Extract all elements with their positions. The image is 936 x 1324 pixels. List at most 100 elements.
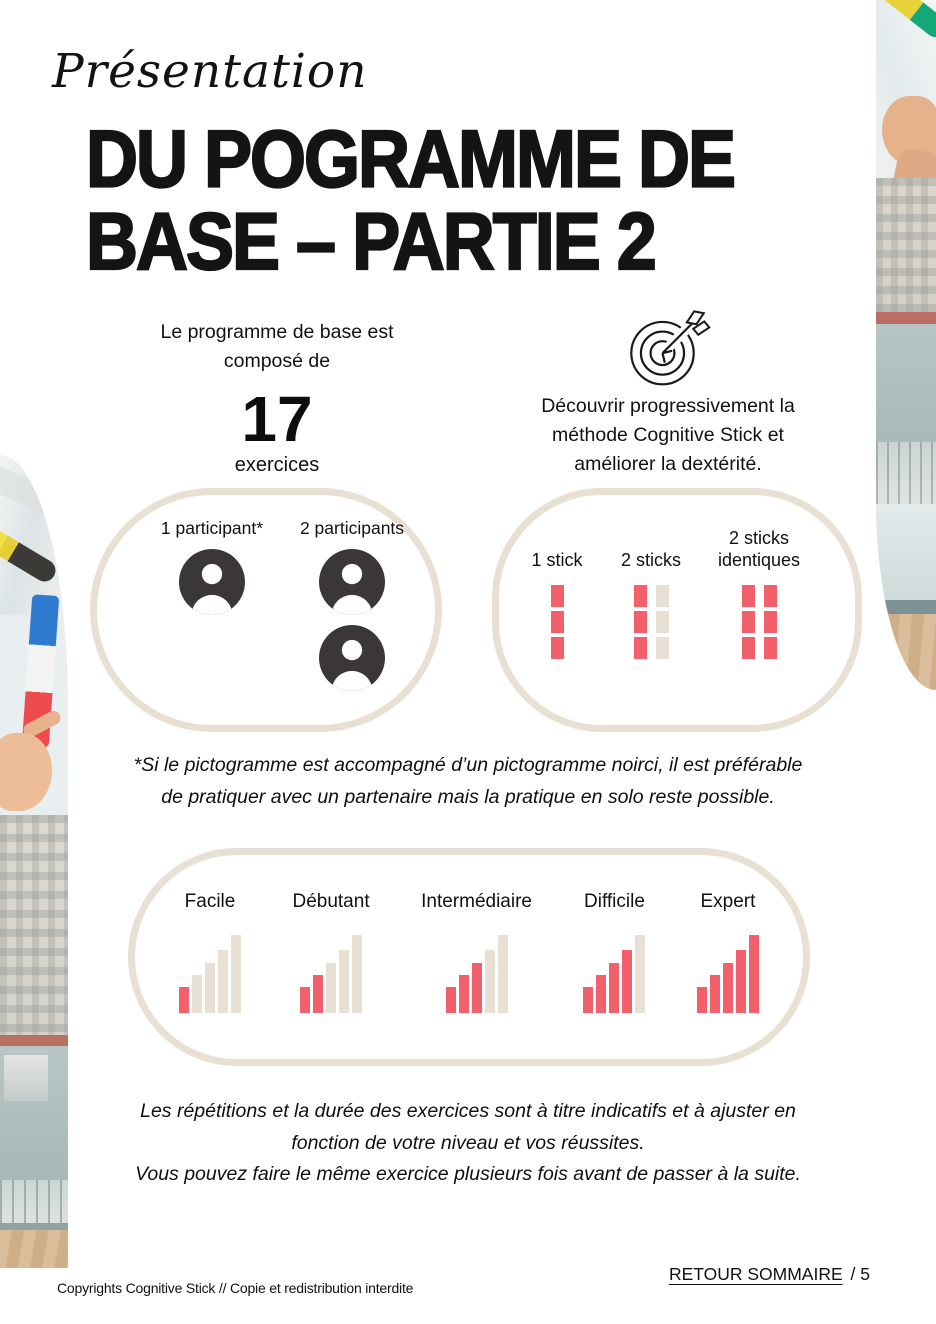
stick-segment [655,585,669,607]
difficulty-bars [445,935,508,1013]
difficulty-level-label: Intermédiaire [421,891,532,912]
photo-buildings [0,815,68,1035]
difficulty-bar [583,987,594,1013]
difficulty-bars [583,935,646,1013]
difficulty-bar [748,935,759,1013]
difficulty-bar [471,963,482,1013]
person-icons [277,549,427,691]
stick-option: 2 sticks [603,513,699,659]
exercise-count-intro: Le programme de base est composé de [160,321,394,372]
exercise-count-label: exercices [234,454,320,476]
stick-option: 2 sticks identiques [695,513,823,659]
difficulty-bar [696,987,707,1013]
stick-red [550,585,564,659]
difficulty-bar [445,987,456,1013]
stick-option-label: 2 sticks identiques [717,528,801,570]
footer-nav: RETOUR SOMMAIRE / 5 [669,1264,870,1285]
person-icon [179,549,245,615]
page-title: DU POGRAMME DE BASE – PARTIE 2 [85,114,737,285]
goal-block: Découvrir progressivement la méthode Cog… [494,303,842,479]
stick-option-label: 1 stick [531,550,583,570]
photo-railing [876,442,936,504]
photo-hand [0,733,52,811]
stick-segment [655,611,669,633]
exercise-count-number: 17 [241,383,313,455]
difficulty-level-label: Expert [700,891,756,912]
difficulty-level: Difficile [583,891,646,1013]
stick-segment [741,611,755,633]
difficulty-level: Expert [696,891,759,1013]
difficulty-bar [622,950,633,1013]
difficulty-bar [339,950,350,1013]
stick-segment [655,637,669,659]
photo-wood-floor [0,1230,68,1268]
photo-bridge-band [0,1035,68,1046]
difficulty-bar [231,935,241,1013]
difficulty-box: Facile Débutant Intermédiaire Difficile Expe… [128,848,810,1066]
difficulty-bar [352,935,363,1013]
difficulty-level: Débutant [292,891,370,1013]
difficulty-bars [300,935,363,1013]
stick-segment [633,585,647,607]
photo-window-sill [876,600,936,614]
sticks-box: 1 stick 2 sticks 2 sticks identiques [492,488,862,732]
photo-window-sill [0,1223,68,1231]
stick-beige [655,585,669,659]
kicker-script-title: Présentation [52,44,368,99]
stick-option: 1 stick [509,513,605,659]
difficulty-bar [192,975,202,1013]
difficulty-bar [179,987,189,1013]
stick-segment [550,611,564,633]
difficulty-bar [596,975,607,1013]
background-photo-right [876,0,936,690]
page-number: / 5 [850,1264,870,1284]
stick-segment [763,637,777,659]
difficulty-bar [458,975,469,1013]
stick-row [695,585,823,659]
difficulty-bar [722,963,733,1013]
difficulty-box-content: Facile Débutant Intermédiaire Difficile Expe… [135,855,803,1059]
participant-option: 1 participant* [137,517,287,615]
back-to-summary-link[interactable]: RETOUR SOMMAIRE [668,1264,843,1284]
difficulty-level-label: Facile [184,891,236,912]
photo-buildings [876,178,936,312]
participant-label: 1 participant* [160,518,264,538]
difficulty-level: Intermédiaire [421,891,532,1013]
repetitions-note: Les répétitions et la durée des exercice… [135,1100,801,1185]
difficulty-bar [735,950,746,1013]
stick-row [603,585,699,659]
stick-red [741,585,755,659]
photo-bridge-band [876,312,936,324]
photo-river [876,324,936,442]
difficulty-bar [635,935,646,1013]
difficulty-bar [484,950,495,1013]
person-icons [137,549,287,615]
stick-segment [633,611,647,633]
difficulty-bar [313,975,324,1013]
difficulty-bar [205,963,215,1013]
target-icon [622,303,714,388]
page-title-line1: DU POGRAMME DE [85,114,737,205]
difficulty-bar [300,987,311,1013]
stick-segment [550,585,564,607]
difficulty-bar [218,950,228,1013]
stick-option-label: 2 sticks [620,550,681,570]
difficulty-bar [609,963,620,1013]
difficulty-bars [696,935,759,1013]
difficulty-bar [709,975,720,1013]
difficulty-bar [326,963,337,1013]
background-photo-left [0,455,68,1268]
photo-wood-floor [876,614,936,690]
stick-segment [741,585,755,607]
goal-text: Découvrir progressivement la méthode Cog… [541,395,795,475]
difficulty-level-label: Difficile [584,891,645,912]
stick-segment [633,637,647,659]
stick-red [633,585,647,659]
person-icon [319,549,385,615]
stick-segment [763,611,777,633]
difficulty-bar [497,935,508,1013]
asterisk-note: *Si le pictogramme est accompagné d’un p… [133,754,803,808]
photo-quay-block [4,1055,48,1101]
exercise-count-block: Le programme de base est composé de 17 e… [118,318,436,477]
